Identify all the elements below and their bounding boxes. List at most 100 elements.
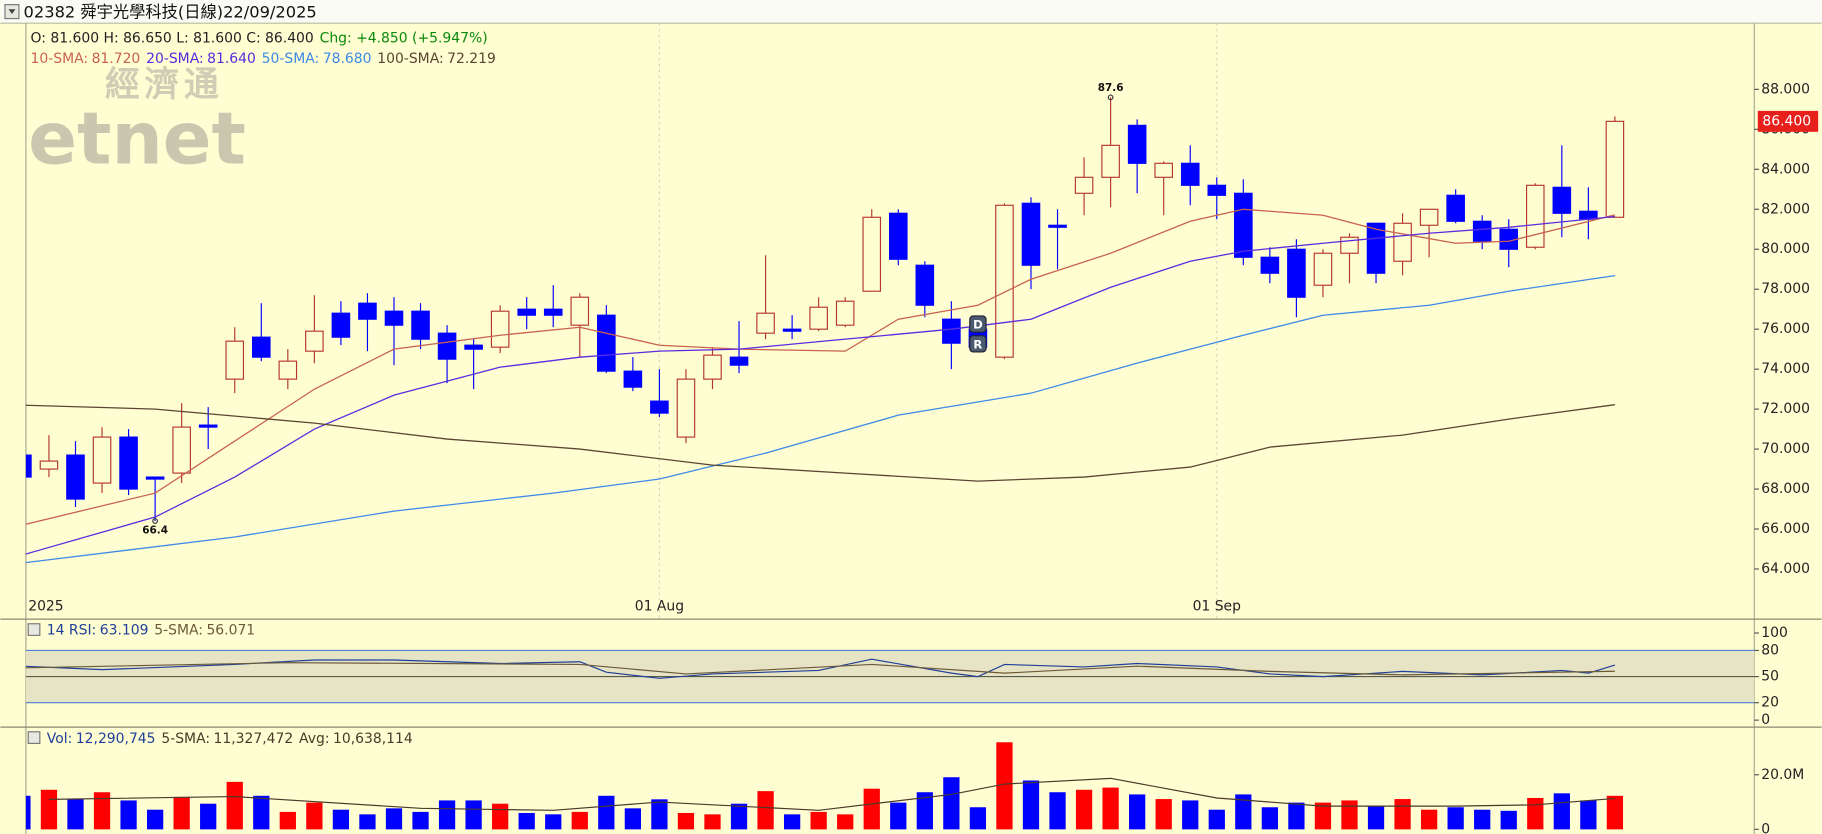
candle-body: [119, 436, 138, 490]
y-tick-label: 72.000: [1761, 401, 1810, 417]
y-tick-label: 64.000: [1761, 561, 1810, 577]
y-tick-label: 82.000: [1761, 201, 1810, 217]
legend-text: 100-SMA:: [377, 51, 443, 67]
volume-bar: [1155, 799, 1172, 830]
event-marker[interactable]: [969, 315, 987, 333]
candle-body: [1048, 224, 1067, 228]
volume-bar: [1208, 809, 1225, 830]
candle-body: [729, 356, 749, 366]
candle-body: [305, 330, 324, 352]
candle-body: [915, 264, 935, 306]
last-price-label: 86.400: [1762, 113, 1811, 129]
x-tick-label: 2025: [28, 598, 63, 614]
volume-bar: [1553, 793, 1570, 830]
candle-body: [1127, 124, 1147, 164]
volume-bar: [1314, 802, 1332, 830]
y-tick-label: 78.000: [1761, 281, 1810, 297]
y-tick-label: 70.000: [1761, 441, 1810, 457]
volume-bar: [438, 800, 456, 830]
volume-bar: [704, 814, 721, 830]
candle-body: [92, 436, 112, 484]
volume-bar: [518, 812, 535, 830]
candle-body: [597, 314, 616, 372]
candle-body: [39, 460, 59, 470]
volume-bar: [810, 811, 827, 830]
candle-body: [331, 312, 351, 338]
rsi-plot: [25, 658, 1616, 679]
panel-icon[interactable]: [27, 731, 41, 744]
volume-legend: Vol: 12,290,745 5-SMA: 11,327,472 Avg: 10,638…: [47, 731, 413, 747]
event-marker[interactable]: [969, 335, 987, 353]
event-label: R: [973, 337, 982, 351]
volume-bar: [943, 777, 960, 830]
legend-text: 50-SMA:: [262, 51, 320, 67]
candle-body: [623, 370, 643, 388]
candle-body: [464, 344, 483, 350]
event-label: D: [973, 318, 983, 332]
legend-text: 63.109: [100, 623, 149, 639]
y-tick-label: 0: [1761, 821, 1770, 834]
y-tick-label: 0: [1761, 712, 1770, 728]
candle-body: [1260, 256, 1280, 274]
candle-body: [490, 310, 510, 348]
line: [48, 777, 1615, 811]
annotation-label: 87.6: [1098, 82, 1124, 94]
legend-text: 14 RSI:: [47, 623, 96, 639]
candle-body: [145, 476, 165, 480]
volume-bar: [492, 803, 509, 830]
annotation-label: 66.4: [142, 524, 168, 536]
candle-body: [1313, 252, 1333, 286]
volume-bar: [837, 814, 854, 830]
volume-bar: [1129, 794, 1146, 830]
y-tick-label: 66.000: [1761, 521, 1810, 537]
candle-body: [1154, 162, 1173, 178]
y-tick-label: 80.000: [1761, 241, 1810, 257]
x-tick-label: 01 Aug: [635, 598, 684, 614]
candle-body: [1101, 144, 1120, 178]
y-tick-label: 68.000: [1761, 481, 1810, 497]
volume-bar: [93, 792, 111, 830]
candle-body: [358, 302, 377, 320]
candle-body: [225, 340, 245, 380]
candle-body: [1605, 120, 1625, 218]
legend-text: 12,290,745: [76, 731, 156, 747]
volume-bar: [67, 799, 84, 830]
candle-body: [25, 454, 32, 478]
sma-legend: 10-SMA: 81.720 20-SMA: 81.640 50-SMA: 78.680 1…: [31, 51, 496, 67]
volume-bar: [1235, 794, 1252, 830]
volume-bar: [412, 811, 429, 830]
candle-body: [809, 306, 828, 330]
volume-bar: [1527, 797, 1544, 830]
volume-bar: [1447, 807, 1464, 830]
legend-text: 56.071: [206, 623, 255, 639]
volume-bar: [890, 802, 907, 830]
line: [25, 275, 1615, 564]
candle-body: [1021, 202, 1041, 266]
volume-bar: [465, 800, 482, 830]
candle-body: [1552, 186, 1572, 214]
candle-body: [676, 378, 696, 438]
candle-body: [570, 296, 590, 326]
volume-bar: [1500, 810, 1517, 830]
volume-bar: [279, 811, 296, 830]
volume-bar: [40, 789, 58, 830]
volume-bar: [863, 788, 880, 830]
legend-text: 72.219: [447, 51, 496, 67]
candle-body: [198, 424, 218, 428]
y-tick-label: 88.000: [1761, 81, 1810, 97]
panel-icon[interactable]: [27, 623, 41, 636]
candle-body: [756, 312, 775, 334]
line: [25, 208, 1616, 525]
candle-body: [437, 332, 457, 360]
volume-bar: [1606, 795, 1624, 830]
volume-bar: [1367, 806, 1385, 830]
candle-body: [278, 360, 298, 380]
candle-body: [995, 204, 1014, 358]
volume-bar: [969, 807, 987, 830]
candle-body: [1287, 248, 1306, 298]
candle-body: [1419, 208, 1439, 226]
volume-bar: [332, 809, 350, 830]
volume-bar: [385, 808, 403, 830]
candle-body: [172, 426, 191, 474]
